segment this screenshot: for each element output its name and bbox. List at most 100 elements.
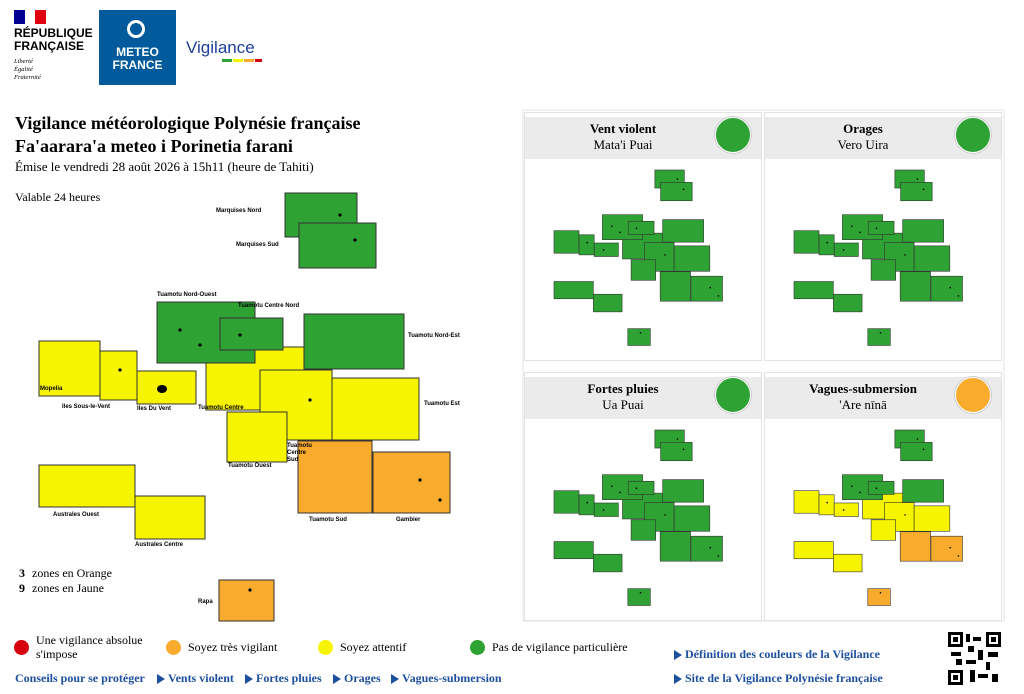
panel-title: Vent violent	[589, 121, 657, 136]
link-arrow	[674, 650, 682, 660]
island	[922, 188, 925, 191]
link[interactable]: Conseils pour se protéger	[15, 671, 145, 685]
panel-subtitle: 'Are nīnā	[839, 397, 887, 412]
zone-area	[899, 271, 931, 302]
panel: Fortes pluies Ua Puai	[524, 372, 762, 621]
zone-label: Gambier	[396, 517, 421, 523]
link[interactable]: Site de la Vigilance Polynésie française	[685, 671, 883, 685]
panel-icon	[955, 117, 991, 153]
island	[916, 438, 919, 440]
vigilance-logo[interactable]: Vigilance	[186, 38, 255, 57]
zone-label: Mopelia	[40, 386, 63, 392]
flag-logo	[14, 10, 46, 24]
panel-icon	[715, 117, 751, 153]
zone-area	[660, 441, 693, 462]
island	[664, 514, 666, 516]
island	[904, 254, 906, 256]
link-arrow	[391, 674, 399, 684]
panel-subtitle: Ua Puai	[602, 397, 644, 412]
zone-area	[870, 519, 896, 541]
island	[611, 485, 613, 487]
island	[949, 546, 952, 549]
zone-area	[303, 313, 405, 370]
panel: Orages Vero Uira	[764, 112, 1002, 361]
meteo-france-logo[interactable]: METEO FRANCE	[99, 10, 176, 85]
zone-area	[913, 245, 951, 272]
zone-area	[627, 220, 655, 235]
zone-area	[38, 340, 101, 397]
zone-label: Australes Centre	[135, 542, 184, 548]
island	[875, 227, 878, 230]
island	[157, 385, 167, 393]
title: Fa'aarara'a meteo i Porinetia farani	[15, 136, 293, 156]
island	[957, 555, 960, 557]
qr-code[interactable]	[948, 632, 1001, 685]
zone-label: Marquises Sud	[236, 242, 279, 248]
zone-area	[833, 293, 863, 313]
island	[635, 227, 638, 230]
zone-area	[593, 242, 619, 257]
link[interactable]: Orages	[344, 671, 381, 685]
island	[682, 448, 685, 451]
island	[619, 231, 621, 234]
legend-swatch	[470, 640, 485, 655]
island	[875, 487, 878, 490]
link[interactable]: Définition des couleurs de la Vigilance	[685, 647, 880, 661]
island	[717, 555, 720, 557]
zone-area	[690, 275, 723, 302]
title: Vigilance météorologique Polynésie franç…	[15, 113, 361, 133]
link[interactable]: Vagues-submersion	[402, 671, 502, 685]
zone-area	[331, 377, 420, 441]
zone-label: Tuamotu Nord-Ouest	[157, 292, 217, 298]
island	[709, 286, 712, 289]
zone-label: Tuamotu Centre	[198, 405, 244, 411]
island	[198, 343, 202, 347]
island	[418, 478, 422, 482]
zone-area	[298, 222, 377, 269]
zone-area	[627, 480, 655, 495]
island	[859, 231, 861, 234]
island	[586, 501, 589, 504]
zone-area	[593, 502, 619, 517]
link[interactable]: Fortes pluies	[256, 671, 322, 685]
island	[619, 491, 621, 494]
zone-area	[673, 505, 711, 532]
island	[842, 509, 845, 511]
panel-frame	[522, 109, 1005, 622]
zone-area	[793, 281, 834, 300]
meteo-france-text: METEO FRANCE	[112, 45, 163, 72]
zone-area	[870, 259, 896, 281]
zone-area	[630, 519, 656, 541]
zone-area	[833, 553, 863, 573]
panel: Vent violent Mata'i Puai	[524, 112, 762, 361]
zone-area	[930, 275, 963, 302]
island	[664, 254, 666, 256]
zone-area	[627, 588, 651, 606]
zone-area	[593, 553, 623, 573]
island	[851, 485, 853, 487]
zone-area	[900, 182, 933, 202]
island	[709, 546, 712, 549]
island	[602, 249, 605, 251]
zone-count-text: zones en Orange	[32, 566, 112, 580]
legend-label: Pas de vigilance particulière	[492, 640, 628, 654]
zone-area	[902, 479, 944, 503]
zone-label: Tuamotu Ouest	[228, 463, 272, 469]
zone-area	[226, 411, 288, 463]
validity: Valable 24 heures	[15, 190, 101, 204]
link[interactable]: Vents violent	[168, 671, 234, 685]
island	[602, 509, 605, 511]
zone-area	[372, 451, 451, 514]
panel: Vagues-submersion 'Are nīnā	[764, 372, 1002, 621]
zone-area	[219, 317, 284, 351]
zone-label: Tuamotu Nord-Est	[408, 333, 460, 339]
island	[676, 178, 679, 180]
legend-swatch	[166, 640, 181, 655]
panel-icon	[715, 377, 751, 413]
zone-count: 3	[19, 566, 25, 580]
island	[178, 328, 182, 332]
island	[639, 331, 642, 334]
